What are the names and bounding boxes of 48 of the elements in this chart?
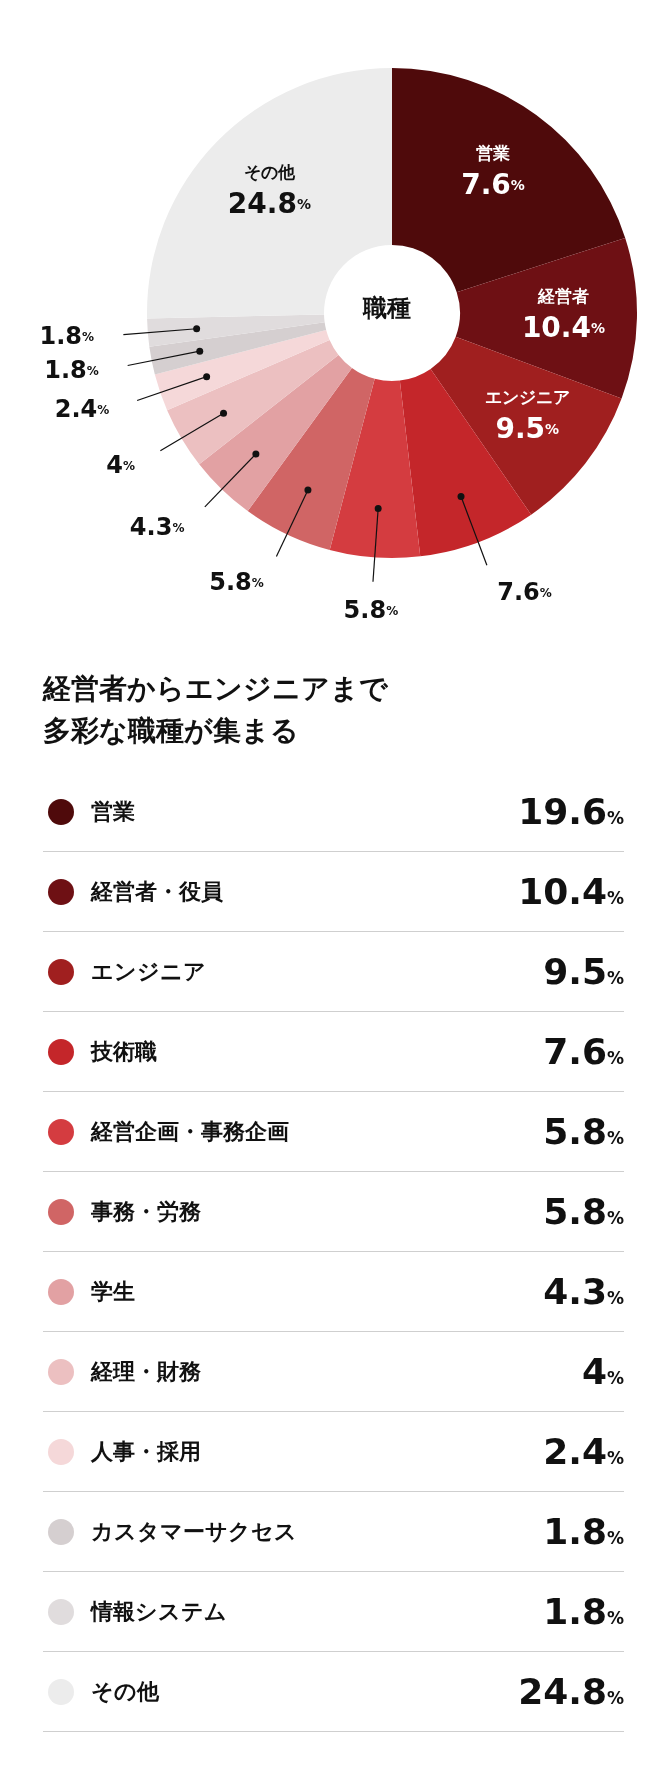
legend-label: 経営企画・事務企画 [91, 1117, 290, 1146]
text: 4.3% [543, 1271, 624, 1312]
data-label: 4.3% [129, 513, 185, 542]
text: 24.8% [518, 1671, 624, 1712]
data-label: 4% [106, 450, 136, 479]
legend-label: 営業 [91, 797, 136, 826]
donut-slice [199, 354, 352, 512]
text: 5.8% [543, 1111, 624, 1152]
text: 職種 [361, 293, 412, 324]
donut-slice [167, 339, 339, 465]
donut-slice [154, 330, 330, 411]
data-label: 2.4% [54, 395, 110, 424]
text: 9.5% [543, 951, 624, 992]
data-label: 9.5% [495, 412, 560, 446]
donut-slice [329, 378, 421, 558]
data-label: 5.8% [209, 568, 264, 597]
data-label: 10.4% [521, 310, 606, 344]
donut-slice [430, 336, 622, 515]
text: 7.6% [543, 1031, 624, 1072]
text: 経営者からエンジニアまで多彩な職種が集まる [43, 671, 389, 749]
legend-label: 学生 [91, 1277, 136, 1306]
data-label: 24.8% [227, 187, 311, 221]
text: 10.4% [518, 871, 624, 912]
legend-label: 事務・労務 [91, 1197, 202, 1226]
legend-label: 人事・採用 [91, 1437, 202, 1466]
data-label: 5.8% [343, 596, 399, 625]
legend-label: その他 [91, 1677, 160, 1706]
legend-label: 技術職 [91, 1037, 158, 1066]
data-label: 19.6% [518, 791, 624, 832]
legend-label: エンジニア [91, 957, 207, 986]
slice-label: その他 [243, 162, 296, 183]
data-label: 1.8% [44, 356, 99, 385]
text: 5.8% [543, 1191, 624, 1232]
text: 経営者 [537, 285, 589, 306]
legend-label: 経理・財務 [91, 1357, 202, 1386]
legend-label: 経営者・役員 [91, 877, 224, 906]
text: 7.6% [461, 168, 525, 202]
donut-slice [247, 367, 375, 550]
text: 1.8% [543, 1591, 624, 1632]
text: 4% [581, 1351, 624, 1392]
legend-label: カスタマーサクセス [91, 1517, 298, 1546]
data-label: 1.8% [39, 321, 95, 350]
slice-label: エンジニア [484, 387, 570, 408]
legend-label: 情報システム [91, 1597, 228, 1626]
text: 1.8% [543, 1511, 624, 1552]
data-label: 7.6% [497, 577, 552, 606]
text: 2.4% [543, 1431, 624, 1472]
slice-label: 営業 [475, 143, 510, 164]
